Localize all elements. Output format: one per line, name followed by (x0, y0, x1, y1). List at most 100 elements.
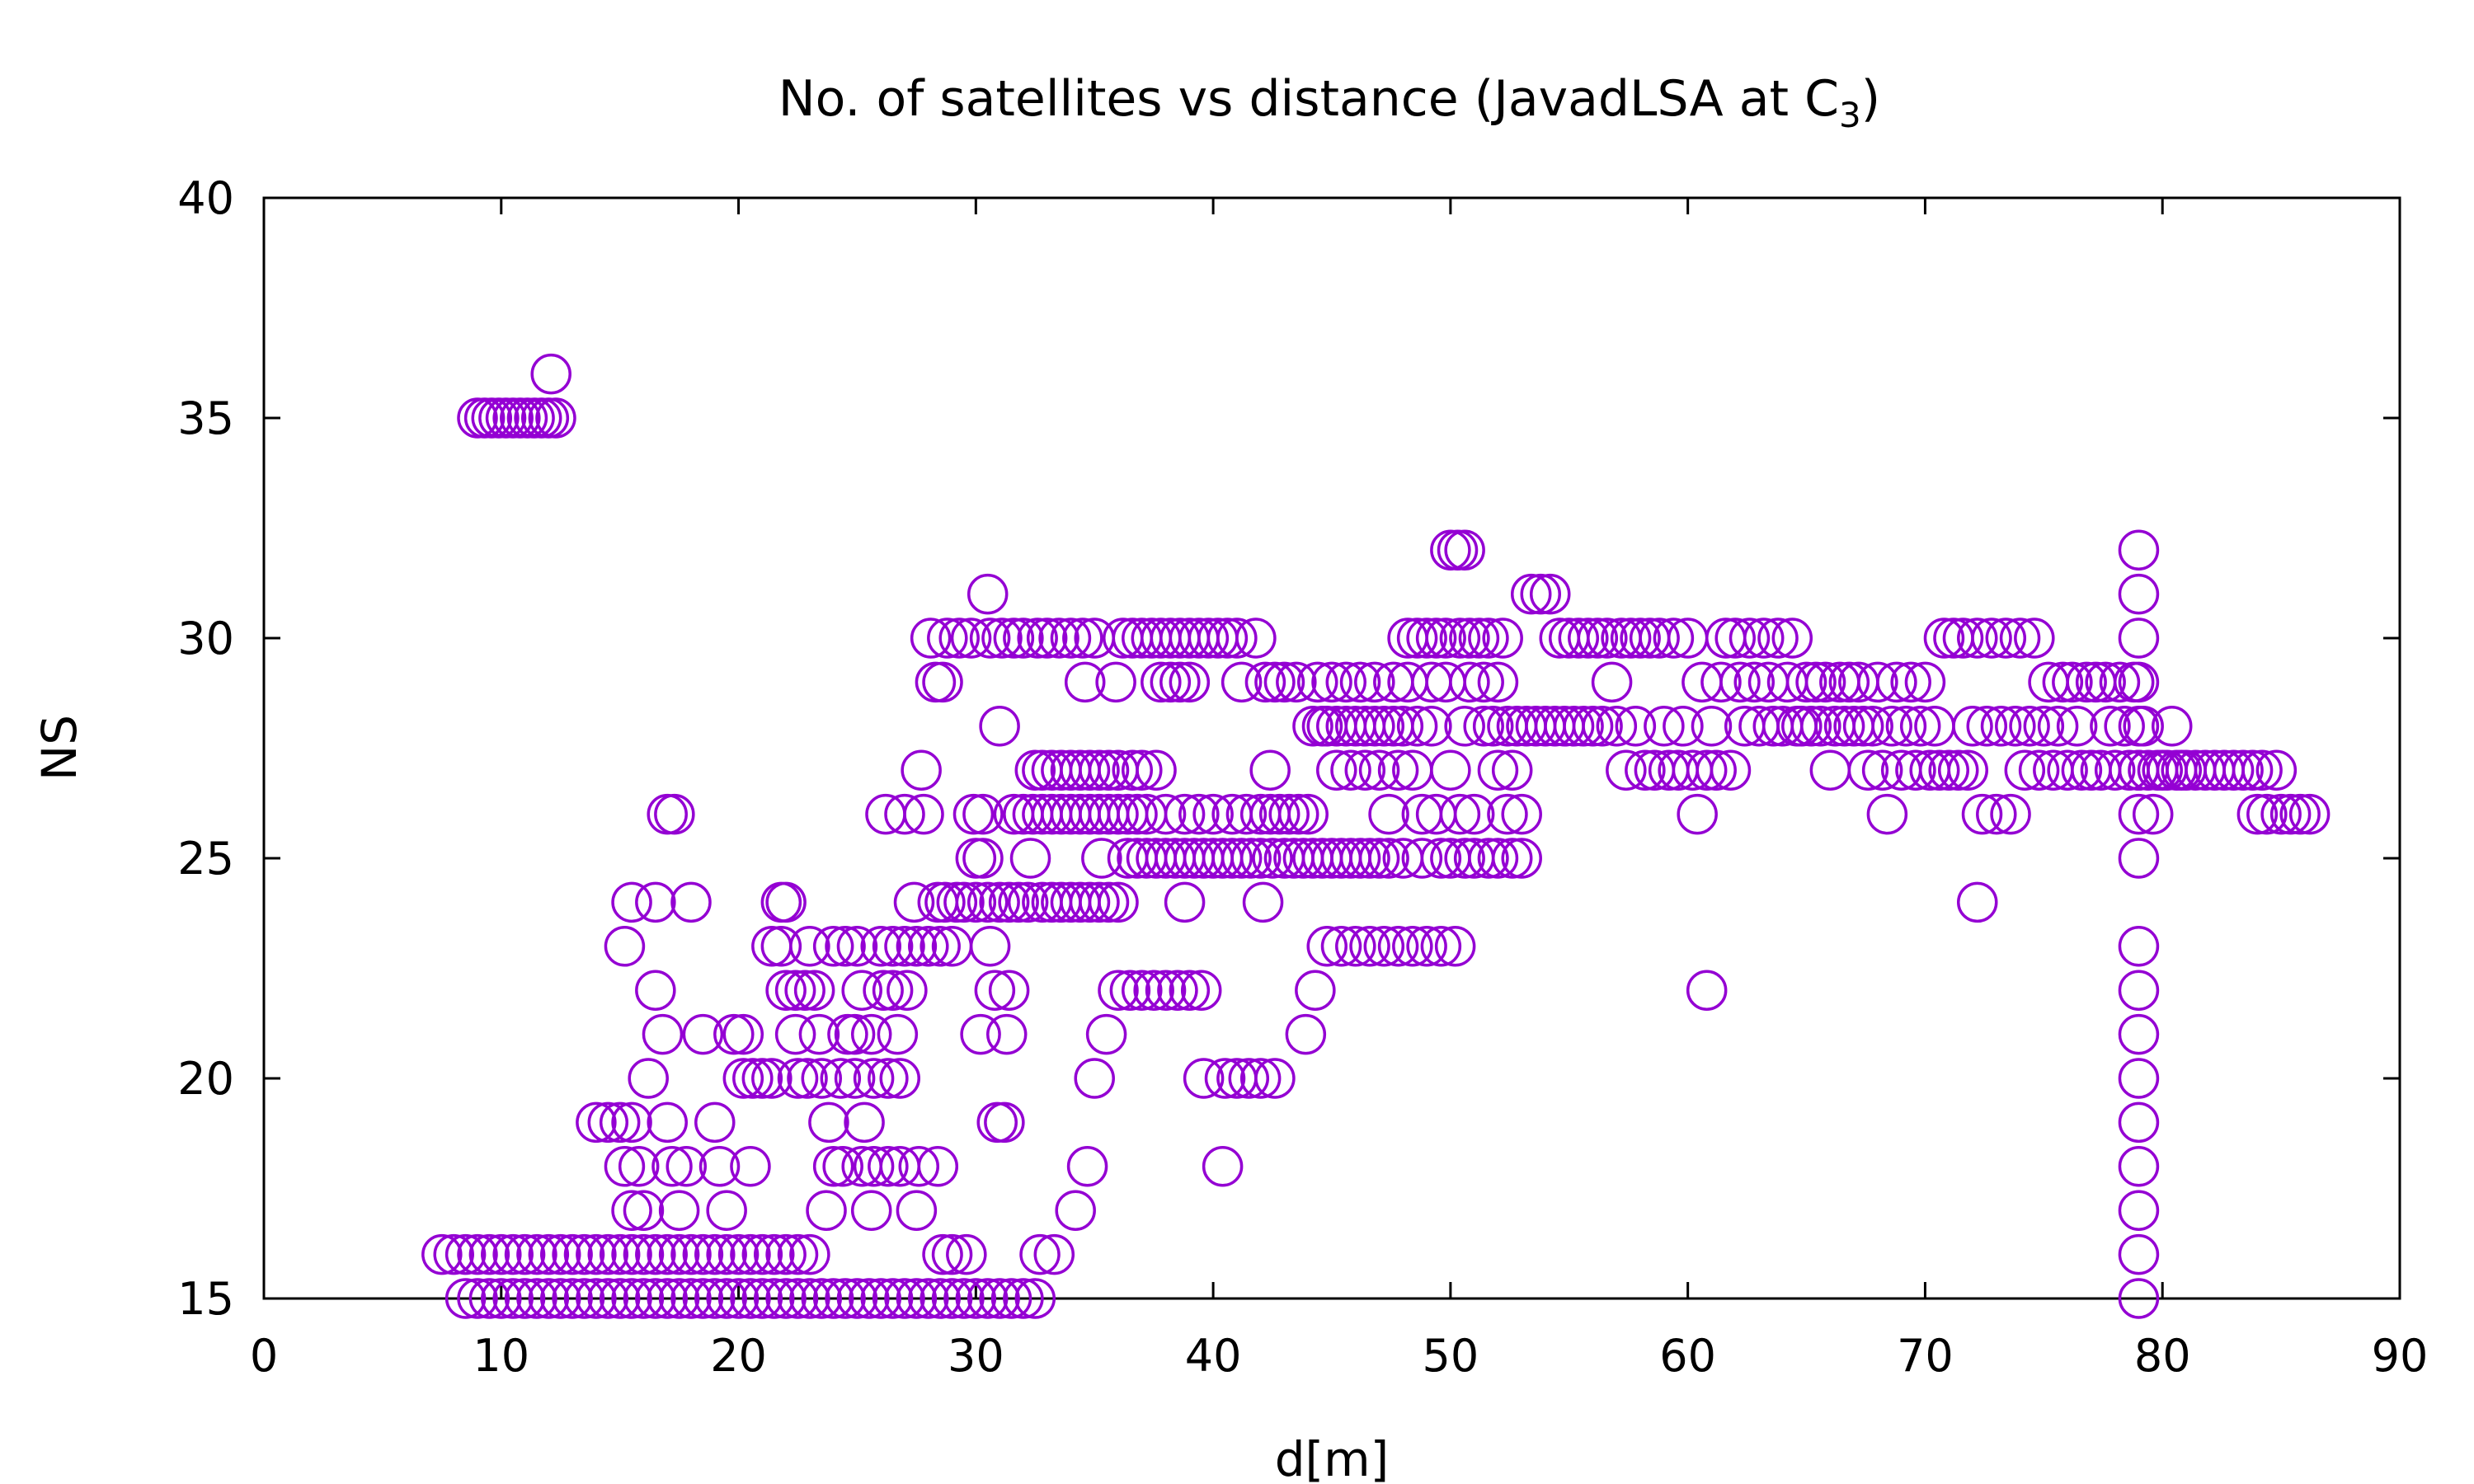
data-point (1572, 706, 1614, 747)
data-point (860, 926, 901, 967)
data-point (1098, 881, 1139, 923)
y-axis-label: NS (31, 715, 87, 781)
data-point (1406, 926, 1447, 967)
data-point (1188, 618, 1230, 659)
data-point (988, 881, 1030, 923)
y-tick-label: 40 (177, 172, 234, 224)
data-point (1472, 706, 1514, 747)
data-point (1568, 618, 1609, 659)
data-point (1178, 793, 1220, 835)
data-point (654, 793, 695, 835)
data-point (1003, 1278, 1044, 1319)
data-point (1330, 749, 1371, 791)
data-point (2004, 749, 2046, 791)
data-point (1141, 661, 1182, 703)
data-point (1857, 661, 1898, 703)
data-point (985, 1013, 1028, 1055)
data-point (2118, 529, 2160, 571)
x-tick-label: 80 (2134, 1330, 2191, 1382)
data-point (587, 1278, 629, 1319)
data-point (1192, 793, 1234, 835)
data-point (682, 1013, 724, 1055)
data-point (1145, 793, 1187, 835)
data-point (927, 618, 968, 659)
data-point (1444, 529, 1485, 571)
data-point (2094, 749, 2136, 791)
data-point (765, 881, 807, 923)
data-point (962, 838, 1004, 879)
data-point (682, 1278, 724, 1319)
data-point (967, 881, 1009, 923)
x-tick-label: 60 (1659, 1330, 1716, 1382)
title-close: ) (1861, 70, 1880, 128)
data-point (457, 1278, 498, 1319)
data-point (955, 1278, 997, 1319)
data-point (868, 1146, 909, 1187)
data-point (642, 1013, 684, 1055)
data-point (1339, 661, 1381, 703)
data-point (635, 970, 676, 1011)
data-point (741, 1058, 783, 1099)
data-point (1644, 706, 1685, 747)
data-point (1842, 706, 1884, 747)
data-point (706, 1190, 747, 1231)
data-point (457, 1233, 498, 1275)
data-point (623, 1190, 665, 1231)
data-point (1985, 618, 2027, 659)
data-point (563, 1233, 605, 1275)
data-point (1377, 926, 1419, 967)
data-point (587, 1233, 629, 1275)
data-point (2052, 661, 2093, 703)
data-point (1204, 1058, 1246, 1099)
data-point (1074, 1058, 1115, 1099)
data-point (884, 1278, 925, 1319)
data-point (850, 1190, 892, 1231)
data-point (599, 1278, 641, 1319)
data-point (730, 1146, 771, 1187)
data-point (1477, 749, 1519, 791)
data-point (1069, 749, 1111, 791)
data-point (1249, 749, 1291, 791)
data-point (1463, 661, 1504, 703)
data-point (1098, 793, 1139, 835)
data-point (1363, 706, 1405, 747)
data-point (2014, 618, 2055, 659)
data-point (732, 1058, 774, 1099)
data-point (1382, 706, 1424, 747)
data-point (1254, 661, 1296, 703)
data-point (722, 1013, 764, 1055)
data-point (2023, 706, 2065, 747)
data-point (1411, 706, 1452, 747)
y-tick-label: 20 (177, 1053, 234, 1105)
data-point (1206, 618, 1249, 659)
data-point (822, 1146, 863, 1187)
data-point (516, 1278, 557, 1319)
data-point (1771, 618, 1813, 659)
data-point (2232, 749, 2274, 791)
data-point (1396, 706, 1438, 747)
data-point (658, 1190, 700, 1231)
data-point (1899, 706, 1941, 747)
data-point (1225, 793, 1268, 835)
data-point (1957, 881, 1998, 923)
data-point (1007, 881, 1049, 923)
data-point (492, 1278, 534, 1319)
data-point (836, 926, 878, 967)
data-point (576, 1278, 617, 1319)
data-point (1928, 749, 1969, 791)
data-point (1904, 661, 1946, 703)
data-point (834, 1013, 876, 1055)
data-point (1501, 793, 1542, 835)
data-point (1615, 706, 1657, 747)
data-point (903, 793, 944, 835)
data-point (535, 397, 576, 439)
data-point (853, 1146, 895, 1187)
data-point (1358, 838, 1400, 879)
data-point (717, 1233, 760, 1275)
data-point (1254, 1058, 1296, 1099)
data-point (1449, 661, 1490, 703)
data-point (1577, 618, 1619, 659)
data-point (969, 618, 1011, 659)
data-point (670, 881, 712, 923)
data-point (1098, 970, 1139, 1011)
